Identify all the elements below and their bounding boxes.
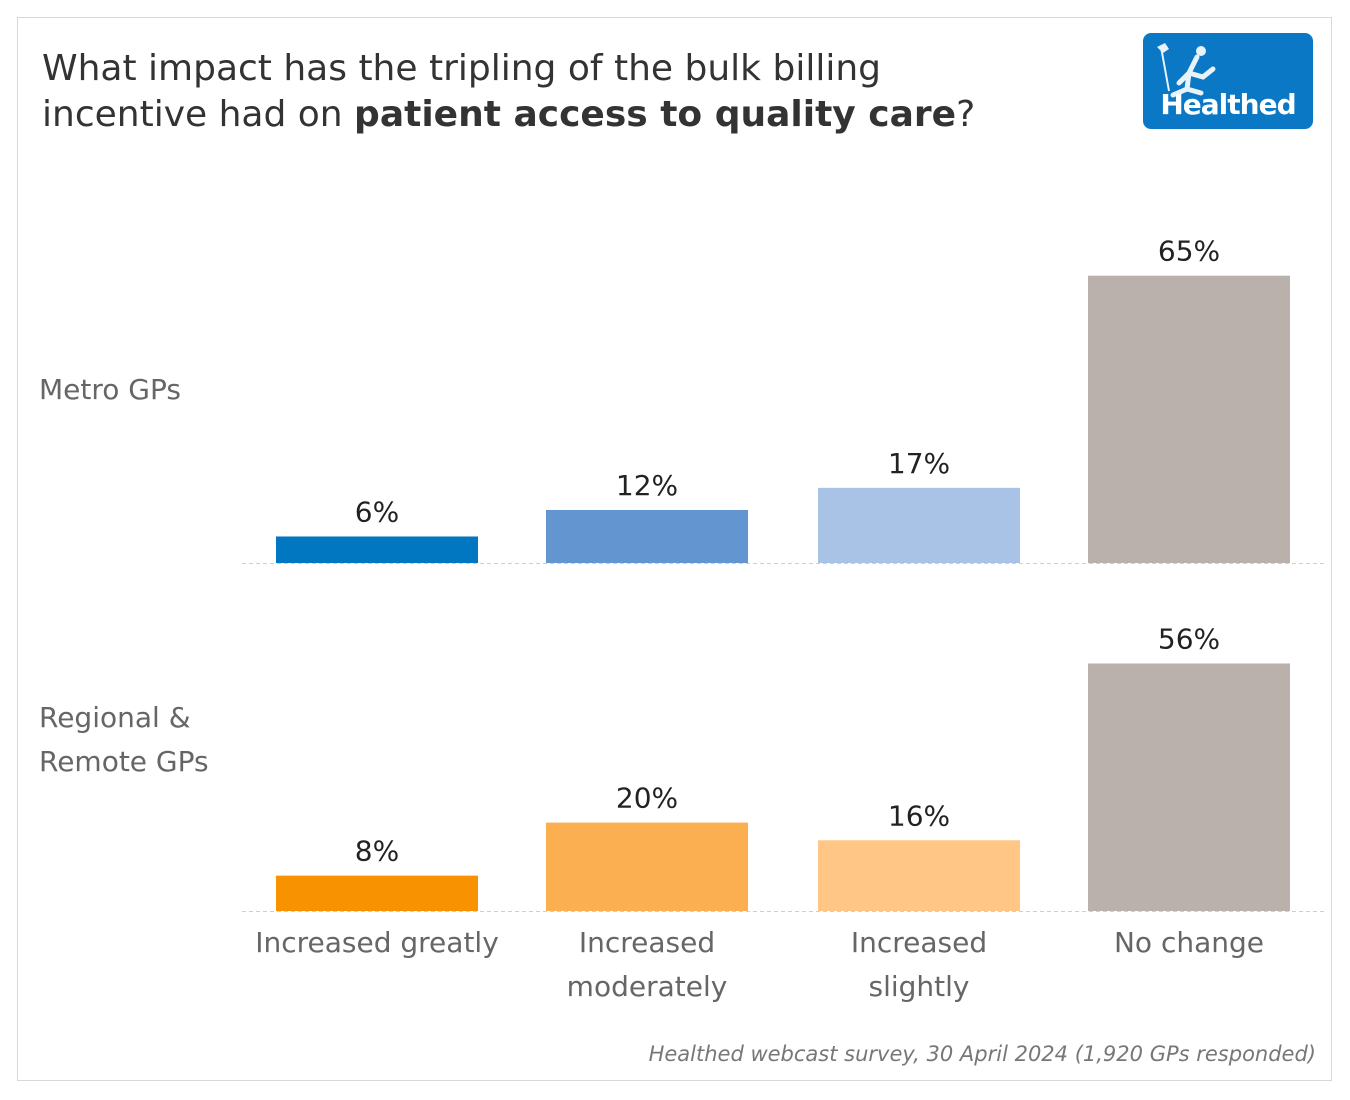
bar [546,822,748,911]
category-tick-label-line: Increased [578,926,716,959]
title-part: incentive had on [42,94,355,135]
runner-icon [1157,43,1216,98]
category-tick-label-line: moderately [566,970,728,1003]
chart-title: What impact has the tripling of the bulk… [42,46,975,138]
logo-text: Healthed [1160,88,1296,121]
bar [1088,663,1290,911]
category-tick-label-line: Increased [850,926,988,959]
series-label: Metro GPs [39,368,181,412]
title-line-2: incentive had on patient access to quali… [42,92,975,138]
bar [276,875,478,911]
category-tick-label-line: No change [1113,926,1265,959]
category-tick-label: Increased moderately [512,921,782,1009]
source-note: Healthed webcast survey, 30 April 2024 (… [648,1042,1316,1066]
data-label: 12% [616,469,678,502]
data-label: 17% [888,447,950,480]
title-emphasis: patient access to quality care [354,94,957,135]
series-label-line: Metro GPs [39,373,181,406]
category-tick-label: Increased slightly [784,921,1054,1009]
data-label: 16% [888,799,950,832]
data-label: 56% [1158,622,1220,655]
category-tick-label-line: Increased greatly [255,926,499,959]
category-tick-label: No change [1054,921,1324,965]
bar [546,509,748,563]
category-tick-label-line: slightly [868,970,970,1003]
bar [276,536,478,563]
bar [818,487,1020,563]
title-line-1: What impact has the tripling of the bulk… [42,48,882,89]
bar [818,840,1020,911]
chart-frame [17,17,1332,1081]
title-part: ? [956,94,976,135]
bar [1088,275,1290,563]
data-label: 8% [355,835,399,868]
data-label: 65% [1158,235,1220,268]
category-tick-label: Increased greatly [242,921,512,965]
series-label-line: Remote GPs [39,745,209,778]
data-label: 6% [355,495,399,528]
series-label-line: Regional & [39,701,191,734]
data-label: 20% [616,782,678,815]
healthed-logo: Healthed [1143,33,1313,129]
series-label: Regional & Remote GPs [39,696,209,784]
